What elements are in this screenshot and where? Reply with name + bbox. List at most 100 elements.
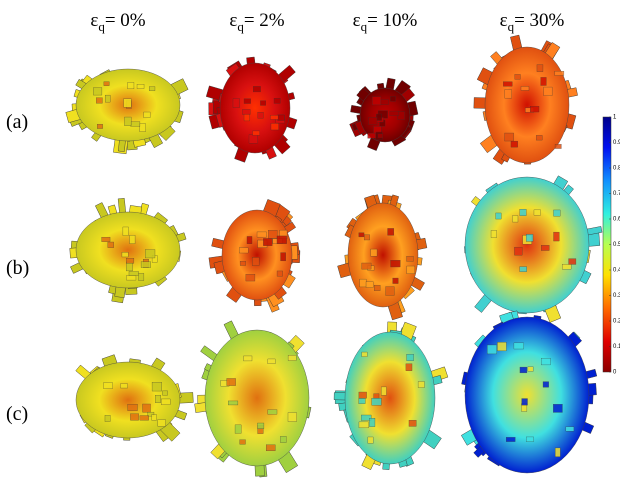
face-block — [274, 98, 280, 103]
face-block — [555, 448, 560, 457]
face-block — [388, 228, 394, 235]
face-block — [543, 382, 549, 388]
face-block — [122, 252, 128, 257]
face-block — [152, 382, 162, 391]
colorbar-tick-label: 0.1 — [613, 344, 620, 350]
face-block — [129, 272, 139, 276]
colorbar-tick-label: 1 — [613, 115, 617, 121]
face-block — [97, 124, 102, 128]
face-block — [155, 395, 161, 403]
face-block — [277, 236, 287, 244]
row-label: (c) — [6, 403, 28, 425]
face-block — [257, 423, 263, 429]
face-block — [281, 253, 286, 261]
face-block — [512, 216, 518, 222]
colorbar-tick-label: 0 — [613, 370, 617, 376]
face-block — [514, 343, 524, 349]
face-block — [140, 124, 146, 132]
face-block — [555, 71, 564, 75]
face-block — [137, 84, 144, 89]
face-block — [162, 391, 167, 395]
face-block — [124, 117, 131, 126]
column-header: εq= 10% — [353, 10, 418, 34]
face-block — [362, 352, 368, 357]
face-block — [278, 115, 285, 121]
face-block — [418, 381, 424, 387]
face-block — [105, 415, 110, 421]
face-block — [126, 258, 134, 263]
face-block — [374, 394, 379, 399]
column-header: εq= 2% — [229, 10, 284, 34]
colorbar-tick-label: 0.5 — [613, 242, 620, 248]
face-block — [108, 242, 114, 248]
face-block — [144, 112, 150, 118]
face-block — [364, 235, 370, 240]
column-header: εq= 0% — [90, 10, 145, 34]
blob — [205, 330, 309, 466]
face-block — [386, 287, 395, 296]
face-block — [369, 117, 378, 124]
face-block — [553, 404, 562, 412]
blob — [465, 317, 589, 473]
face-block — [228, 401, 238, 405]
face-block — [497, 342, 506, 351]
face-block — [145, 250, 155, 258]
face-block — [288, 413, 297, 422]
face-block — [271, 123, 279, 130]
face-block — [360, 279, 367, 287]
face-block — [359, 398, 366, 403]
face-block — [130, 235, 136, 243]
face-block — [406, 364, 412, 371]
face-block — [372, 398, 382, 405]
face-block — [487, 345, 497, 354]
face-block — [257, 232, 266, 237]
blob — [465, 177, 589, 313]
row-label: (b) — [6, 257, 29, 279]
face-block — [366, 282, 373, 288]
face-block — [390, 96, 395, 101]
face-block — [149, 87, 155, 91]
face-block — [369, 418, 375, 427]
face-block — [239, 248, 248, 253]
face-block — [555, 144, 561, 148]
face-block — [235, 425, 241, 433]
face-block — [378, 134, 383, 138]
row-label: (a) — [6, 111, 28, 133]
value: = 0% — [105, 10, 146, 31]
face-block — [521, 86, 529, 90]
face-block — [130, 414, 138, 421]
face-block — [260, 101, 265, 106]
face-block — [104, 82, 109, 86]
face-block — [393, 278, 399, 284]
face-block — [381, 387, 386, 395]
face-block — [526, 234, 533, 241]
face-block — [268, 410, 277, 414]
face-block — [541, 358, 550, 365]
face-block — [102, 237, 110, 242]
face-block — [246, 274, 255, 281]
face-block — [371, 249, 377, 256]
face-block — [161, 399, 170, 405]
face-block — [562, 264, 571, 269]
face-block — [407, 354, 414, 361]
face-block — [244, 99, 251, 104]
face-block — [141, 262, 151, 268]
face-block — [252, 257, 259, 265]
face-block — [93, 88, 102, 95]
face-block — [407, 266, 415, 274]
colorbar-tick-label: 0.7 — [613, 191, 620, 197]
face-block — [124, 99, 132, 108]
face-block — [503, 82, 512, 87]
render-panels — [66, 35, 602, 477]
face-block — [249, 135, 258, 144]
colorbar-tick-label: 0.4 — [613, 268, 620, 274]
face-block — [359, 233, 364, 237]
face-block — [537, 65, 543, 72]
face-block — [496, 213, 502, 219]
face-block — [120, 384, 127, 388]
face-block — [390, 111, 399, 115]
face-block — [520, 367, 527, 373]
value: = 10% — [367, 10, 417, 31]
blob — [345, 332, 435, 464]
face-block — [530, 106, 539, 112]
